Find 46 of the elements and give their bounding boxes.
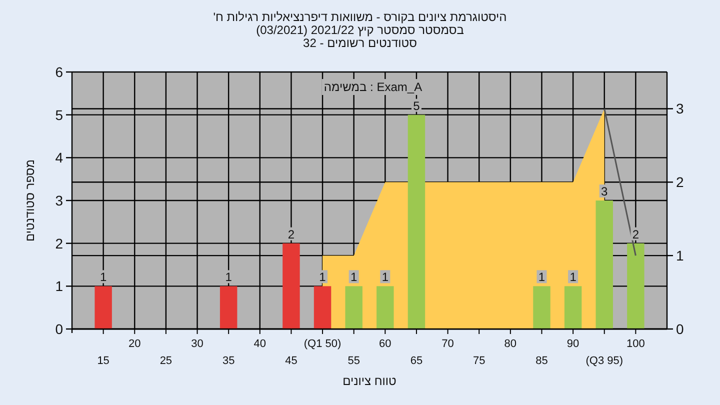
tick-label: 5 bbox=[55, 106, 63, 123]
tick-label: 60 bbox=[379, 338, 392, 350]
tick-label: 30 bbox=[191, 338, 204, 350]
tick-label: 75 bbox=[472, 355, 486, 367]
data-label: 1 bbox=[350, 270, 358, 284]
data-label: 2 bbox=[632, 227, 640, 242]
data-label: 1 bbox=[225, 270, 232, 284]
data-label: 1 bbox=[382, 270, 388, 284]
tick-label: 40 bbox=[254, 338, 266, 350]
tick-label: 70 bbox=[442, 338, 454, 350]
data-label: 1 bbox=[319, 270, 326, 284]
tick-label: 2 bbox=[676, 174, 684, 190]
data-label: 1 bbox=[570, 270, 576, 284]
tick-label: 35 bbox=[222, 355, 235, 367]
tick-label: 25 bbox=[160, 355, 172, 367]
tick-label: 55 bbox=[348, 355, 360, 367]
tick-label: 20 bbox=[128, 338, 141, 350]
tick-label: (Q1 50) bbox=[304, 338, 342, 350]
subtitle: בסמסטר סמסטר קיץ 2021/22 (03/2021) bbox=[256, 23, 464, 37]
annotation: Exam_A : במשימה bbox=[324, 80, 422, 94]
tick-label: 15 bbox=[97, 355, 110, 367]
data-label: 3 bbox=[601, 184, 608, 198]
tick-label: 65 bbox=[410, 355, 423, 367]
data-label: 5 bbox=[413, 98, 420, 113]
tick-label: 2 bbox=[55, 235, 63, 252]
tick-label: 45 bbox=[285, 355, 298, 367]
data-label: 1 bbox=[538, 270, 546, 284]
tick-label: 3 bbox=[55, 192, 63, 208]
data-label: 1 bbox=[100, 270, 107, 284]
tick-label: (Q3 95) bbox=[586, 355, 624, 367]
data-label: 2 bbox=[288, 227, 295, 242]
tick-label: 0 bbox=[55, 321, 63, 337]
tick-label: 1 bbox=[55, 278, 63, 294]
tick-label: 4 bbox=[55, 150, 63, 166]
title: היסטוגרמת ציונים בקורס - משוואות דיפרנציאליות רגילות ח' bbox=[213, 10, 507, 24]
tick-label: 80 bbox=[504, 338, 517, 350]
annotation: סטודנטים רשומים - 32 bbox=[303, 36, 417, 50]
tick-label: 100 bbox=[626, 338, 645, 350]
xlabel: טווח ציונים bbox=[342, 374, 396, 388]
tick-label: 0 bbox=[676, 321, 684, 337]
tick-label: 3 bbox=[676, 100, 684, 117]
tick-label: 1 bbox=[676, 248, 684, 264]
tick-label: 85 bbox=[536, 355, 548, 367]
ylabel: מספר סטודנטים bbox=[23, 159, 37, 242]
tick-label: 90 bbox=[566, 338, 580, 350]
tick-label: 6 bbox=[55, 64, 63, 80]
